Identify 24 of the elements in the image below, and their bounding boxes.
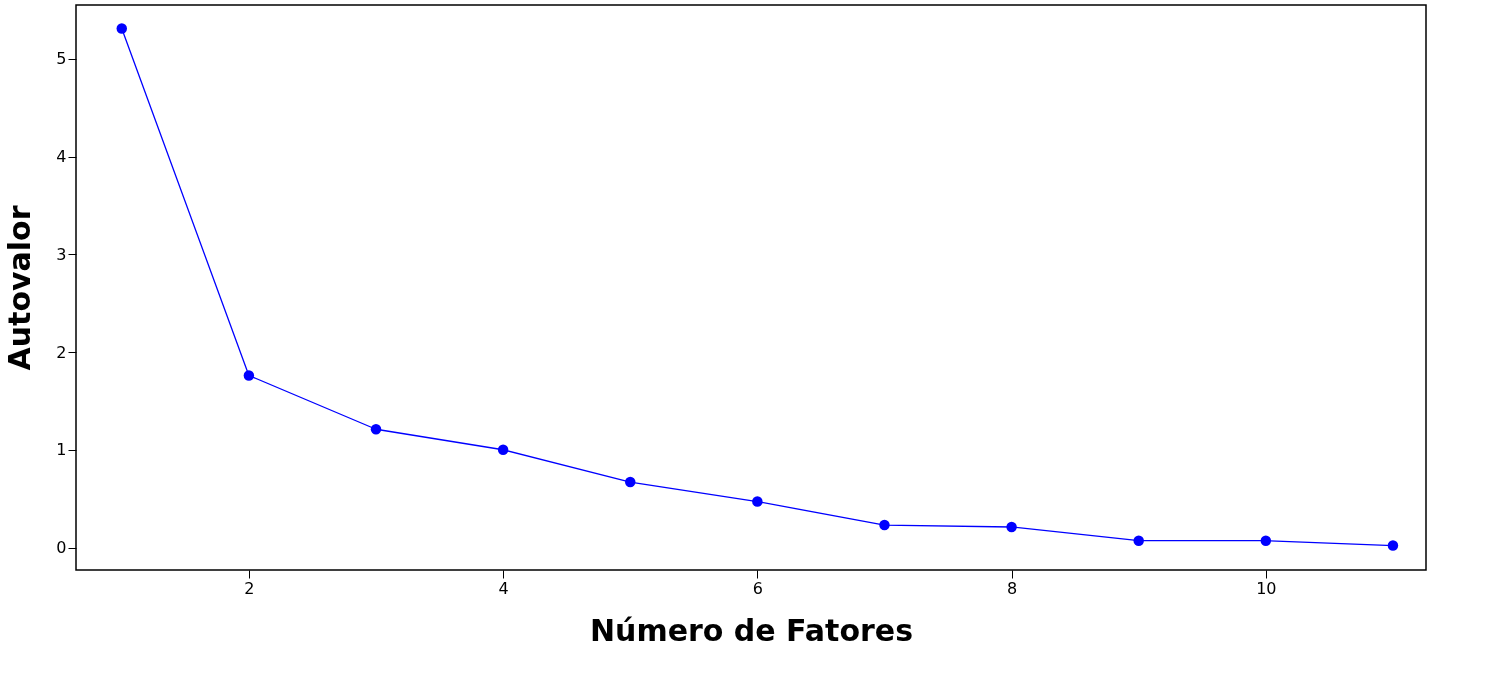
x-tick-label: 6 [752, 578, 763, 598]
y-tick-label: 1 [56, 440, 67, 460]
x-tick-label: 8 [1007, 578, 1018, 598]
point [243, 370, 255, 381]
point [752, 496, 763, 507]
point [1387, 540, 1399, 551]
point [1260, 535, 1272, 546]
x-axis-title: Número de Fatores [589, 612, 914, 648]
point [1133, 535, 1144, 546]
point [116, 23, 128, 34]
x-tick-label: 2 [244, 578, 255, 598]
point [879, 519, 890, 531]
point [1006, 521, 1017, 533]
point [624, 476, 636, 488]
y-tick-label: 3 [56, 244, 67, 264]
y-tick-label: 5 [56, 49, 67, 69]
point [370, 424, 382, 435]
x-tick-label: 4 [498, 578, 509, 598]
y-tick-label: 2 [56, 342, 67, 362]
y-tick-label: 0 [56, 538, 67, 558]
y-tick-label: 4 [56, 147, 67, 167]
point [497, 444, 509, 455]
y-axis-title: Autovalor [2, 205, 38, 371]
x-tick-label: 10 [1256, 578, 1277, 598]
